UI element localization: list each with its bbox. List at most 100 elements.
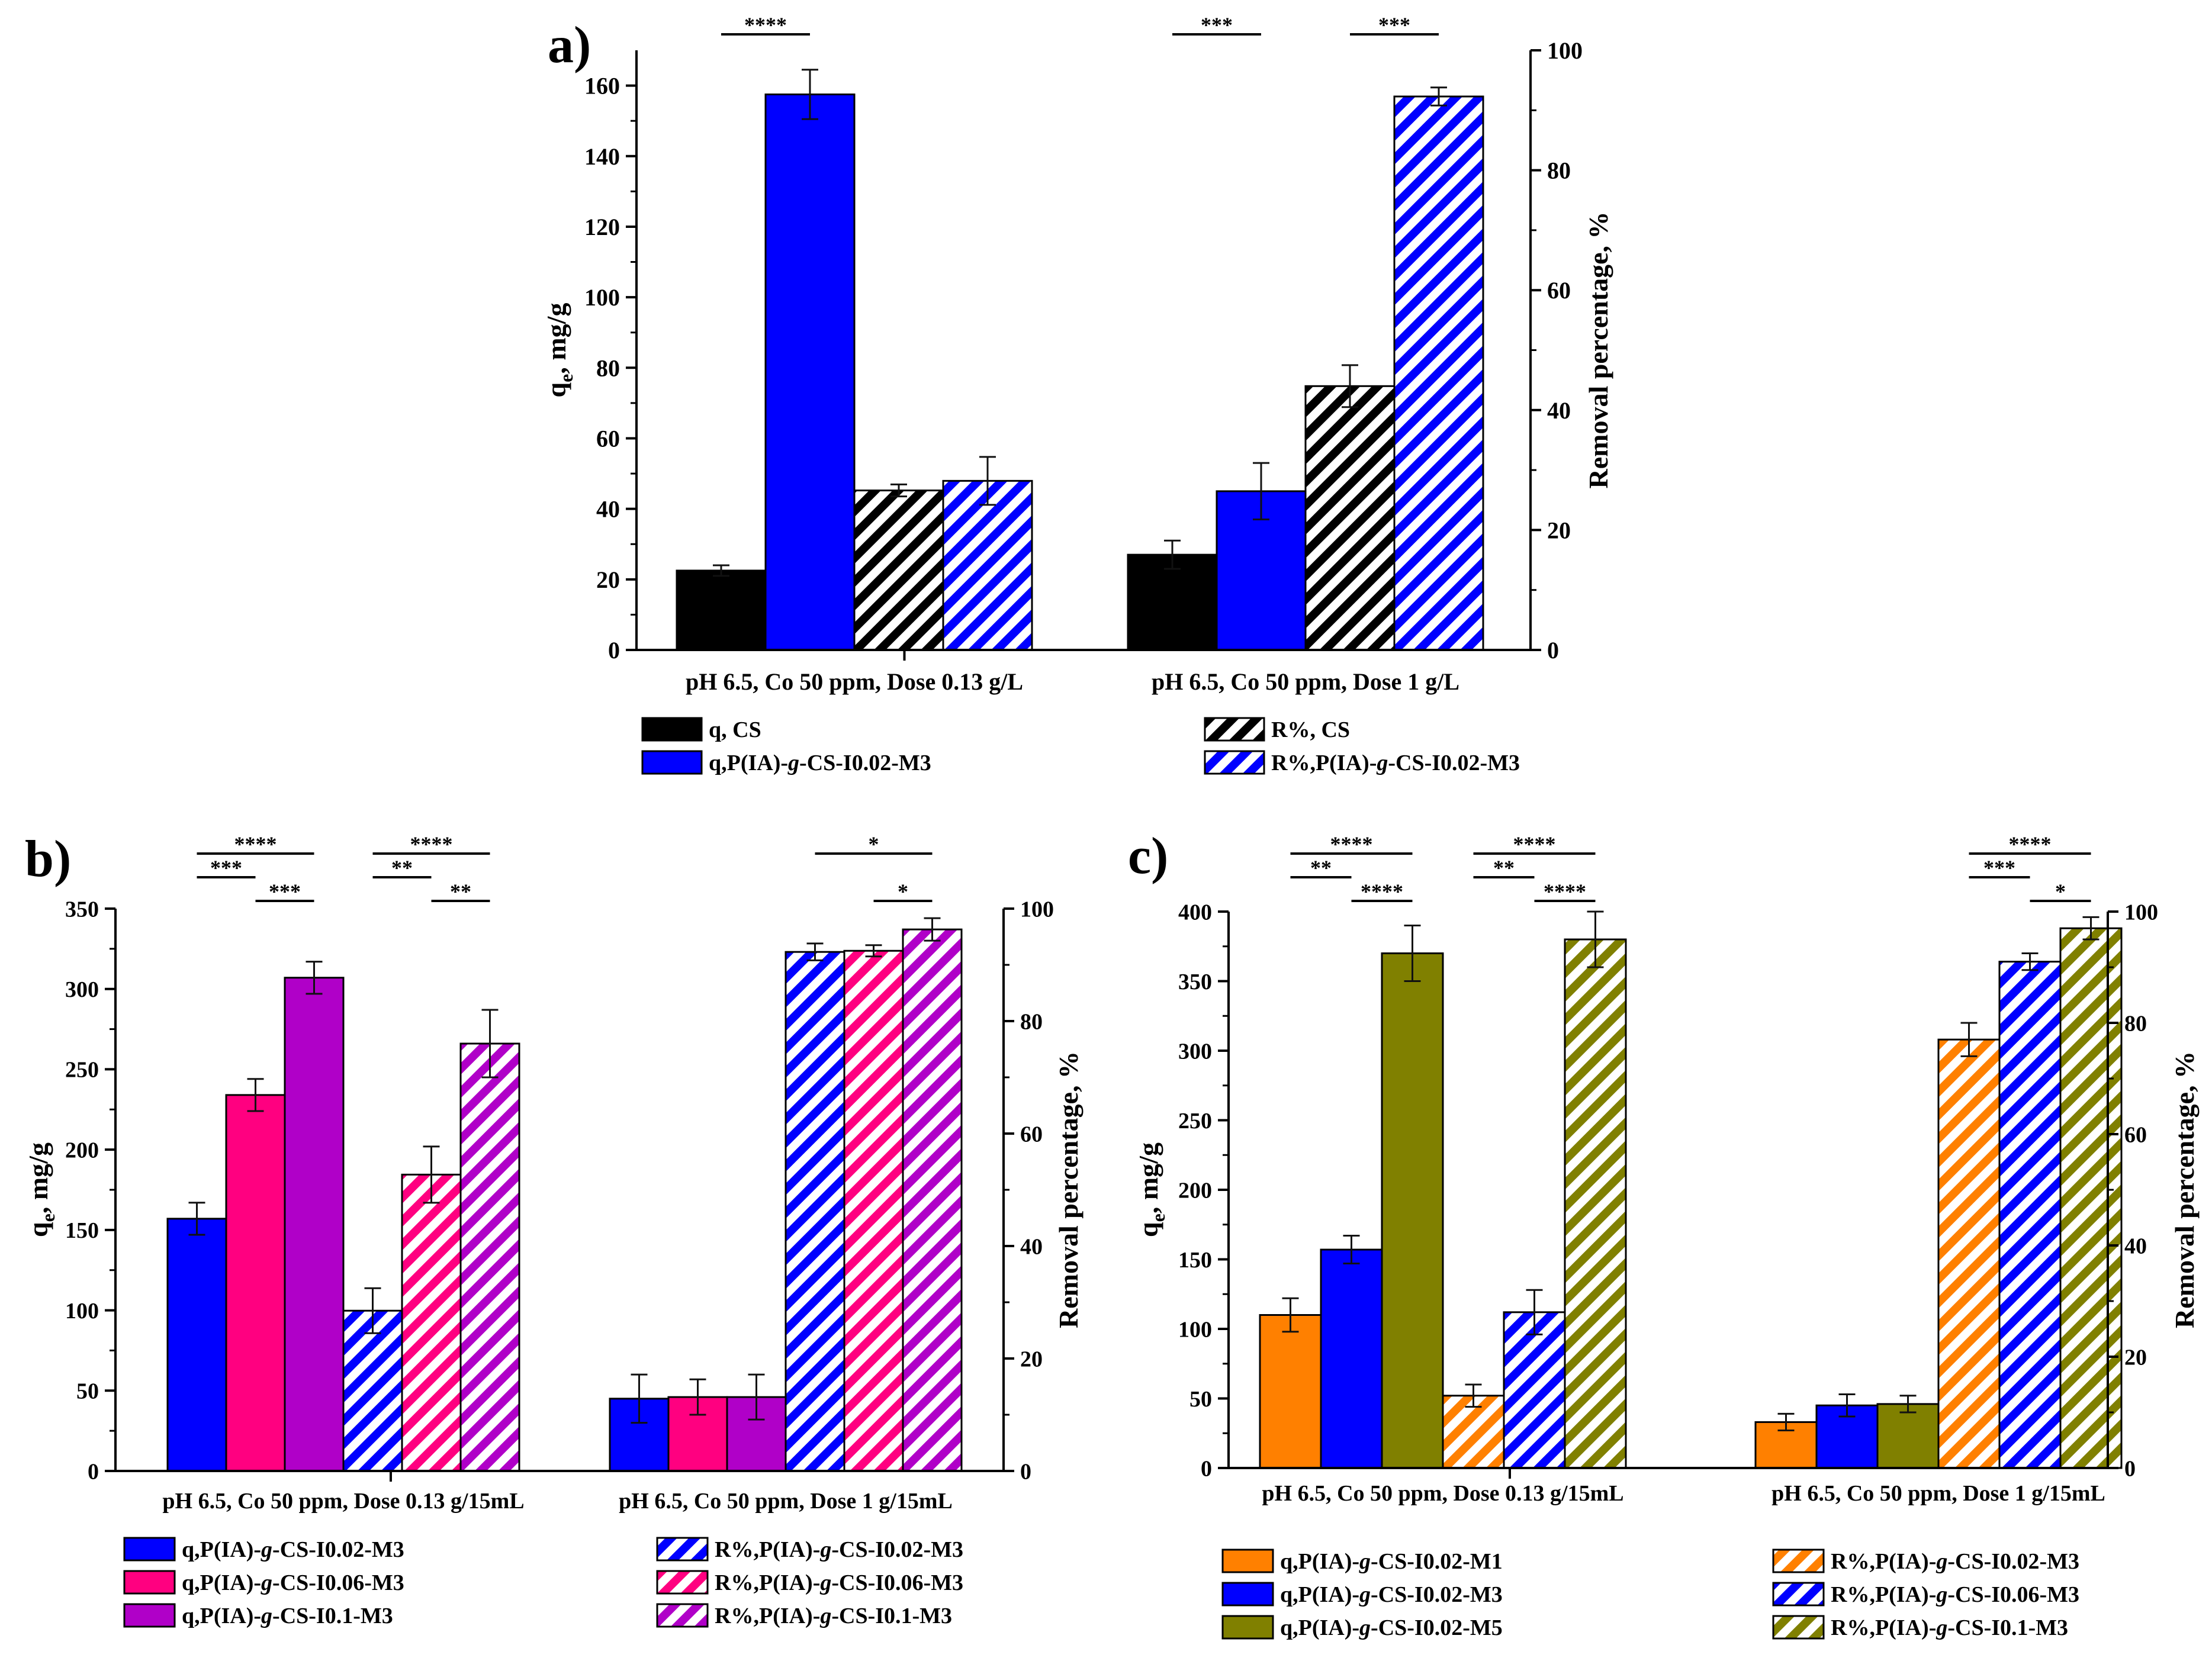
legend-label: R%,P(IA)-g-CS-I0.02-M3 [1271,751,1520,775]
legend-swatch [656,1570,709,1595]
significance-marker: **** [1534,880,1596,903]
significance-marker: **** [1290,832,1413,856]
error-bar [1282,1297,1299,1333]
error-bar [924,917,941,942]
svg-text:****: **** [234,832,277,856]
legend-item: R%,P(IA)-g-CS-I0.06-M3 [656,1570,963,1595]
legend-item: q,P(IA)-g-CS-I0.02-M1 [1221,1549,1503,1574]
y-tick-label: 150 [1178,1248,1212,1273]
error-bar [1342,364,1358,408]
error-bar [247,1078,264,1112]
y2-tick-label: 80 [1547,157,1571,184]
chart-panel-a: a) 0 20 40 60 80 100 120 140 160 0 20 40 60 80 100 qe, m… [541,13,1613,775]
bar-r-p-ia-g-cs-i0-06-m3-group1 [1503,1311,1566,1469]
y2-tick-label: 60 [1020,1122,1043,1147]
svg-text:**: ** [1310,856,1332,880]
significance-marker: ** [431,880,490,903]
y-tick-label: 150 [65,1218,99,1243]
y-tick-label: 60 [596,425,620,452]
y-tick-label: 200 [1178,1178,1212,1203]
legend-label: q,P(IA)-g-CS-I0.02-M1 [1280,1549,1503,1574]
y-tick-label: 300 [1178,1039,1212,1064]
error-bar [2082,916,2100,941]
y-tick-label: 160 [584,73,620,99]
bar-q-p-ia-g-cs-i0-02-m1-group1 [1259,1314,1322,1469]
y-tick-label: 0 [1201,1456,1212,1481]
bar-r-p-ia-g-cs-i0-02-m3-group1 [942,479,1033,651]
error-bar [1404,925,1421,982]
y-tick-label: 40 [596,496,620,523]
y2-tick-label: 100 [1547,37,1583,64]
y-tick-label: 100 [584,284,620,311]
svg-text:***: *** [1378,13,1410,37]
svg-text:****: **** [410,832,453,856]
bar-r-cs-group1 [853,490,944,651]
significance-marker: ** [1290,856,1352,880]
bar-r-p-ia-g-cs-i0-02-m3-group2 [1937,1038,2001,1469]
significance-marker: *** [1350,13,1439,37]
significance-marker: * [2030,880,2091,903]
error-bar [748,1373,765,1421]
bar-q-p-ia-g-cs-i0-1-m3-group1 [284,977,345,1472]
svg-text:**: ** [1493,856,1515,880]
x-category-label: pH 6.5, Co 50 ppm, Dose 1 g/15mL [1771,1481,2105,1506]
bar-r-p-ia-g-cs-i0-02-m3-group2 [785,951,845,1472]
y2-axis-label: Removal percentage, % [1583,212,1613,489]
error-bar [1960,1022,1978,1057]
svg-text:*: * [869,832,879,856]
bar-r-p-ia-g-cs-i0-02-m3-group1 [1442,1395,1505,1469]
significance-marker: *** [1172,13,1261,37]
legend-label: q,P(IA)-g-CS-I0.02-M5 [1280,1615,1503,1640]
error-bar [1526,1289,1543,1335]
y-tick-label: 0 [608,637,620,664]
error-bar [364,1287,381,1334]
panel-label: b) [25,830,71,888]
y2-axis-label: Removal percentage, % [1053,1051,1084,1328]
y2-tick-label: 60 [2124,1122,2147,1147]
y-tick-label: 250 [1178,1109,1212,1134]
legend-item: q, CS [641,717,761,742]
panel-label: c) [1128,828,1168,885]
svg-text:***: *** [1983,856,2015,880]
y2-tick-label: 0 [1547,637,1559,664]
legend-swatch [123,1570,176,1595]
significance-marker: ** [372,856,432,880]
svg-text:***: *** [210,856,242,880]
legend-item: q,P(IA)-g-CS-I0.06-M3 [123,1570,404,1595]
x-category-label: pH 6.5, Co 50 ppm, Dose 0.13 g/15mL [1262,1481,1623,1506]
y-tick-label: 350 [65,897,99,922]
error-bar [188,1202,205,1236]
legend-swatch [123,1537,176,1562]
y2-tick-label: 100 [1020,897,1054,922]
legend-swatch [1221,1582,1274,1607]
legend-label: R%,P(IA)-g-CS-I0.1-M3 [715,1604,952,1628]
bar-q-p-ia-g-cs-i0-02-m3-group1 [1320,1248,1383,1469]
legend-label: R%, CS [1271,717,1350,742]
error-bar [713,564,729,577]
legend-label: q,P(IA)-g-CS-I0.02-M3 [1280,1582,1503,1607]
chart-panel-b: b) 0 50 100 150 200 250 300 350 0 20 40 60 80 100 qe, m… [23,830,1084,1628]
bar-q-p-ia-g-cs-i0-02-m5-group2 [1876,1403,1940,1469]
legend-label: R%,P(IA)-g-CS-I0.06-M3 [1831,1582,2079,1607]
x-category-label: pH 6.5, Co 50 ppm, Dose 1 g/15mL [619,1489,953,1514]
legend-swatch [1204,750,1265,775]
y-tick-label: 0 [88,1459,99,1484]
legend-swatch [641,717,703,742]
significance-marker: **** [197,832,314,856]
bar-q-p-ia-g-cs-i0-02-m5-group1 [1381,952,1444,1469]
bar-r-p-ia-g-cs-i0-1-m3-group1 [459,1042,520,1472]
svg-text:****: **** [1544,880,1586,903]
bar-q-p-ia-g-cs-i0-02-m3-group1 [764,93,856,651]
legend-item: q,P(IA)-g-CS-I0.02-M3 [1221,1582,1503,1607]
bar-r-p-ia-g-cs-i0-06-m3-group2 [843,949,904,1472]
error-bar [806,942,824,961]
error-bar [1430,86,1447,107]
y2-tick-label: 0 [2124,1456,2136,1481]
legend-swatch [1204,717,1265,742]
x-category-label: pH 6.5, Co 50 ppm, Dose 0.13 g/15mL [162,1489,524,1514]
y-tick-label: 300 [65,977,99,1002]
bar-q-cs-group1 [676,569,767,651]
legend-item: q,P(IA)-g-CS-I0.02-M3 [641,750,931,775]
bar-q-p-ia-g-cs-i0-06-m3-group1 [225,1094,286,1472]
